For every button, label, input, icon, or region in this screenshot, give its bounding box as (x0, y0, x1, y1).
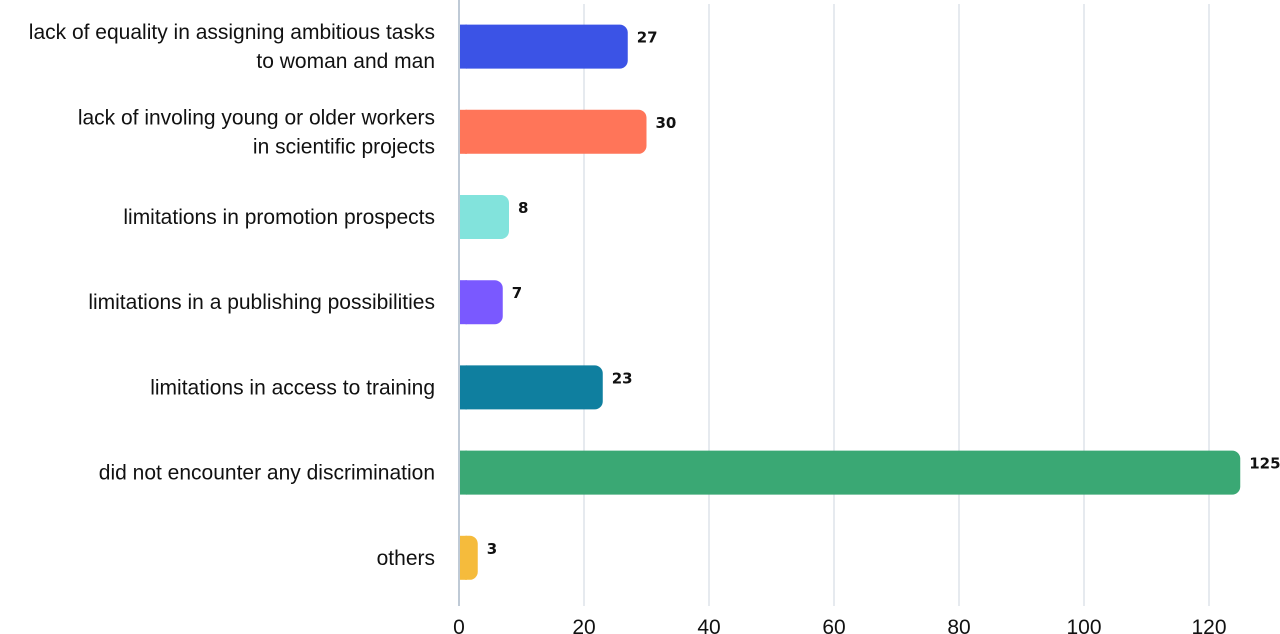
data-label: 125 (1249, 455, 1280, 473)
category-label: to woman and man (256, 50, 435, 73)
category-label: lack of equality in assigning ambitious … (29, 21, 435, 44)
x-tick-label: 60 (822, 616, 845, 634)
bars (459, 24, 1241, 580)
category-label: others (377, 547, 435, 570)
data-label: 27 (637, 29, 658, 47)
x-tick-label: 100 (1066, 616, 1101, 634)
bar-edge (459, 24, 467, 69)
x-tick-label: 40 (697, 616, 720, 634)
category-label: limitations in promotion prospects (123, 206, 435, 229)
bar (459, 450, 1241, 495)
grid-lines (583, 4, 1210, 606)
x-tick-label: 20 (572, 616, 595, 634)
bar (459, 195, 509, 239)
bar (459, 109, 647, 154)
category-labels: lack of equality in assigning ambitious … (29, 21, 435, 570)
bar-edge (459, 365, 467, 410)
data-label: 8 (518, 199, 528, 217)
data-label: 7 (512, 284, 522, 302)
category-label: in scientific projects (253, 135, 435, 158)
bar (459, 24, 628, 69)
category-label: limitations in a publishing possibilitie… (88, 291, 435, 314)
data-label: 3 (487, 540, 497, 558)
category-label: lack of involing young or older workers (78, 106, 435, 129)
bar-edge (459, 535, 467, 580)
x-tick-label: 120 (1191, 616, 1226, 634)
category-label: limitations in access to training (150, 376, 435, 399)
bar (459, 365, 603, 410)
x-tick-label: 80 (947, 616, 970, 634)
bar-edge (459, 450, 467, 495)
bar-edge (459, 109, 467, 154)
data-label: 23 (612, 369, 633, 387)
x-axis-ticks: 0 20 40 60 80 100 120 (453, 616, 1226, 634)
x-tick-label: 0 (453, 616, 465, 634)
bar (459, 280, 503, 325)
category-label: did not encounter any discrimination (99, 462, 435, 485)
bar-edge (459, 280, 467, 325)
bar-edge (459, 195, 467, 239)
data-label: 30 (656, 114, 677, 132)
value-labels: 27 30 8 7 23 125 3 (487, 29, 1280, 558)
